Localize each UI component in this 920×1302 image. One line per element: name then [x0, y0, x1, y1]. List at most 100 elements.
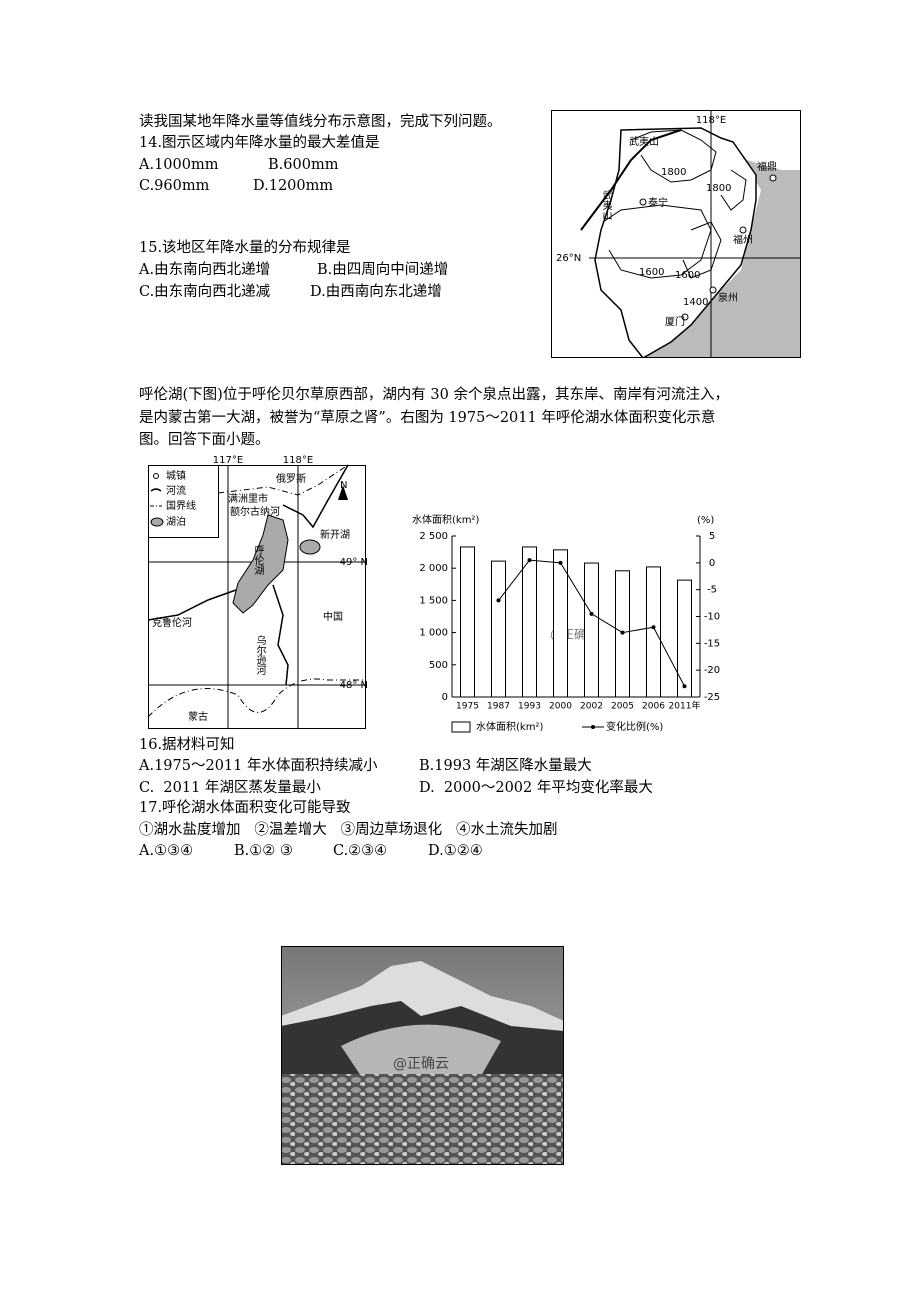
x-tick-label: 1987 [487, 702, 510, 712]
x-tick-label: 1975 [456, 702, 479, 712]
lake [232, 514, 289, 614]
option: D.由西南向东北递增 [310, 284, 442, 300]
map-label: 俄罗斯 [276, 472, 306, 485]
map-label: 1800 [661, 167, 686, 178]
map-label: 武夷山 [600, 189, 612, 220]
x-tick-label: 1993 [518, 702, 541, 712]
map-label: 新开湖 [320, 528, 350, 541]
map-label: 49° N [340, 557, 368, 568]
map-label: 福鼎 [757, 160, 777, 173]
river [282, 464, 349, 529]
point [527, 558, 532, 563]
mountain [580, 129, 682, 231]
watermark: @正确云 [393, 1056, 449, 1072]
y-tick-label: 500 [429, 660, 448, 671]
x-tick-label: 2005 [611, 702, 634, 712]
map-label: 呼伦湖 [252, 545, 264, 576]
cloud [341, 1024, 501, 1076]
y2-tick-label: 5 [709, 531, 715, 542]
y-tick-label: 2 000 [419, 563, 448, 574]
option: B.1993 年湖区降水量最大 [419, 758, 592, 774]
city [709, 286, 717, 294]
contour [630, 129, 717, 183]
rocks [281, 1074, 564, 1165]
items: ①湖水盐度增加 ②温差增大 ③周边草场退化 ④水土流失加剧 [139, 822, 558, 838]
photo: @正确云 [281, 946, 564, 1165]
y-tick-label: 1 500 [419, 595, 448, 606]
lake [299, 539, 321, 555]
river [148, 589, 237, 621]
option: A.由东南向西北递增 [139, 262, 271, 278]
bar [677, 579, 692, 698]
map-label: N [340, 480, 347, 491]
x-tick-label: 2011年 [669, 700, 701, 712]
frame [281, 946, 564, 1165]
y-tick-label: 2 500 [419, 531, 448, 542]
bar [553, 549, 568, 698]
legend-icon [591, 725, 595, 729]
city [769, 174, 777, 182]
map-label: 中国 [323, 610, 343, 623]
map-label: 湖泊 [166, 516, 186, 528]
map-label: 117°E [213, 455, 243, 466]
option: B.由四周向中间递增 [317, 262, 449, 278]
border [148, 678, 366, 718]
city [639, 198, 647, 206]
y-tick-label: 0 [442, 692, 448, 703]
map-label: 1600 [639, 267, 664, 278]
legend-label: 变化比例(%) [606, 720, 663, 733]
option: A.1000mm [139, 157, 219, 173]
map-label: 1400 [683, 297, 708, 308]
map-label: 国界线 [166, 499, 196, 512]
bar [522, 546, 537, 698]
option: C. 2011 年湖区蒸发量最小 [139, 780, 321, 796]
question: 17.呼伦湖水体面积变化可能导致 [139, 800, 351, 816]
map-label: 河流 [166, 484, 186, 497]
map-label: 48° N [340, 680, 368, 691]
question: 15.该地区年降水量的分布规律是 [139, 240, 351, 256]
sea [643, 140, 801, 358]
contour [682, 221, 722, 279]
y2-tick-label: -5 [707, 585, 717, 596]
map-label: 额尔古纳河 [230, 505, 280, 518]
y2-tick-label: -15 [704, 638, 720, 649]
map-label: 克鲁伦河 [152, 616, 192, 629]
y-tick-label: 1 000 [419, 628, 448, 639]
map-label: 118°E [696, 115, 726, 126]
option: A.①③④ [139, 843, 194, 859]
map-label: 泉州 [718, 291, 738, 304]
point [620, 630, 625, 635]
legend-label: 水体面积(km²) [476, 721, 543, 733]
point [651, 625, 656, 630]
map-label: 城镇 [166, 469, 186, 482]
option: C.由东南向西北递减 [139, 284, 271, 300]
contour [720, 169, 747, 211]
option: C.②③④ [333, 843, 388, 859]
point [558, 560, 563, 565]
option: C.960mm [139, 178, 210, 194]
bar [584, 562, 599, 698]
legend-icon [153, 473, 159, 479]
hulun-map: 117°E 118°E 城镇 河流 国界线 湖泊 俄罗斯 满洲里市 额尔古纳河 … [148, 455, 368, 729]
x-tick-label: 2006 [642, 702, 665, 712]
frame [148, 465, 366, 729]
north-arrow [338, 485, 348, 500]
point [589, 611, 594, 616]
map-label: 泰宁 [648, 196, 668, 209]
point [496, 598, 501, 603]
map-label: 满洲里市 [228, 492, 268, 505]
rainfall-map: 118°E 武夷山 1800 1800 福鼎 武夷山 泰宁 福州 26°N 16… [551, 110, 801, 358]
x-tick-label: 2002 [580, 702, 603, 712]
y2-tick-label: -10 [704, 612, 720, 623]
map-label: 蒙古 [188, 710, 208, 723]
intro: 读我国某地年降水量等值线分布示意图，完成下列问题。 [139, 114, 502, 130]
question: 14.图示区域内年降水量的最大差值是 [139, 135, 380, 151]
question: 16.据材料可知 [139, 737, 235, 753]
map-label: 武夷山 [629, 135, 659, 148]
y2-tick-label: -25 [704, 692, 720, 703]
map-label: 乌尔逊河 [254, 634, 266, 675]
legend-icon [150, 488, 162, 492]
bar [460, 546, 475, 698]
